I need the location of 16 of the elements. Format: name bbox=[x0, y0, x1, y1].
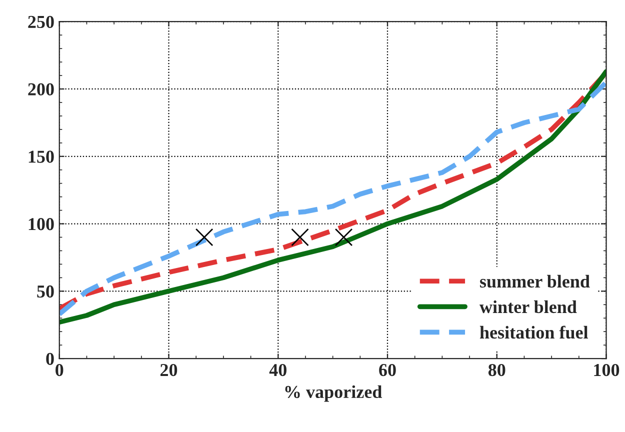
y-tick-label: 50 bbox=[37, 285, 54, 298]
x-axis-title: % vaporized bbox=[285, 385, 382, 402]
y-tick-label: 0 bbox=[46, 352, 54, 365]
x-tick-label: 0 bbox=[56, 364, 64, 376]
x-tick-label: 60 bbox=[379, 364, 396, 376]
legend-label: hesitation fuel bbox=[480, 326, 588, 339]
y-tick-label: 150 bbox=[28, 150, 54, 163]
x-tick-label: 20 bbox=[160, 364, 178, 376]
x-tick-label: 100 bbox=[594, 364, 620, 376]
x-tick-label: 80 bbox=[488, 364, 506, 376]
y-tick-label: 200 bbox=[28, 83, 54, 96]
y-tick-label: 250 bbox=[28, 16, 54, 28]
y-tick-label: 100 bbox=[28, 218, 54, 230]
legend-label: winter blend bbox=[480, 300, 577, 314]
legend-label: summer blend bbox=[480, 274, 590, 288]
x-tick-label: 40 bbox=[269, 364, 286, 376]
